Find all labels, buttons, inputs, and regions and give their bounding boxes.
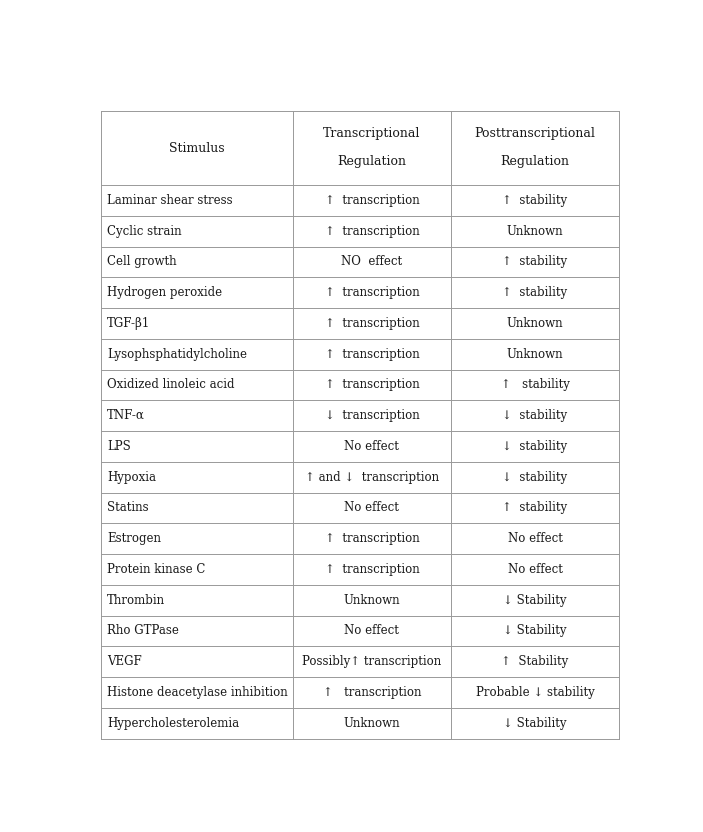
Text: ↓  stability: ↓ stability	[503, 471, 567, 483]
Text: Thrombin: Thrombin	[107, 594, 165, 607]
Text: Hypercholesterolemia: Hypercholesterolemia	[107, 716, 239, 730]
Text: Unknown: Unknown	[344, 594, 400, 607]
Text: ↑  Stability: ↑ Stability	[501, 655, 569, 668]
Text: Probable ↓ stability: Probable ↓ stability	[476, 686, 594, 699]
Text: ↑ and ↓  transcription: ↑ and ↓ transcription	[305, 471, 439, 483]
Text: ↑  transcription: ↑ transcription	[325, 532, 419, 545]
Text: Hypoxia: Hypoxia	[107, 471, 156, 483]
Text: Transcriptional: Transcriptional	[323, 127, 420, 140]
Text: Cyclic strain: Cyclic strain	[107, 225, 181, 238]
Text: ↓  stability: ↓ stability	[503, 409, 567, 422]
Text: ↑   transcription: ↑ transcription	[323, 686, 421, 699]
Text: Oxidized linoleic acid: Oxidized linoleic acid	[107, 379, 234, 391]
Text: No effect: No effect	[344, 440, 399, 453]
Text: Cell growth: Cell growth	[107, 255, 176, 269]
Text: ↑  transcription: ↑ transcription	[325, 379, 419, 391]
Text: Rho GTPase: Rho GTPase	[107, 625, 179, 637]
Text: No effect: No effect	[344, 625, 399, 637]
Text: Unknown: Unknown	[507, 225, 563, 238]
Text: NO  effect: NO effect	[342, 255, 403, 269]
Text: ↑  transcription: ↑ transcription	[325, 563, 419, 576]
Text: Hydrogen peroxide: Hydrogen peroxide	[107, 286, 222, 300]
Text: LPS: LPS	[107, 440, 131, 453]
Text: ↑  transcription: ↑ transcription	[325, 317, 419, 330]
Text: ↑  stability: ↑ stability	[503, 502, 567, 514]
Text: TNF-α: TNF-α	[107, 409, 145, 422]
Text: Stimulus: Stimulus	[169, 141, 225, 155]
Text: ↑  transcription: ↑ transcription	[325, 194, 419, 207]
Text: Estrogen: Estrogen	[107, 532, 161, 545]
Text: TGF-β1: TGF-β1	[107, 317, 150, 330]
Text: Histone deacetylase inhibition: Histone deacetylase inhibition	[107, 686, 288, 699]
Text: ↓ Stability: ↓ Stability	[503, 716, 567, 730]
Text: Posttranscriptional: Posttranscriptional	[475, 127, 595, 140]
Text: ↓  transcription: ↓ transcription	[325, 409, 419, 422]
Text: Regulation: Regulation	[501, 155, 569, 168]
Text: Unknown: Unknown	[344, 716, 400, 730]
Text: ↓ Stability: ↓ Stability	[503, 594, 567, 607]
Text: No effect: No effect	[508, 532, 562, 545]
Text: ↑  stability: ↑ stability	[503, 255, 567, 269]
Text: Laminar shear stress: Laminar shear stress	[107, 194, 233, 207]
Text: ↑  stability: ↑ stability	[503, 286, 567, 300]
Text: Regulation: Regulation	[337, 155, 406, 168]
Text: ↑  transcription: ↑ transcription	[325, 348, 419, 361]
Text: Protein kinase C: Protein kinase C	[107, 563, 205, 576]
Text: ↑  transcription: ↑ transcription	[325, 225, 419, 238]
Text: ↑  transcription: ↑ transcription	[325, 286, 419, 300]
Text: No effect: No effect	[344, 502, 399, 514]
Text: No effect: No effect	[508, 563, 562, 576]
Text: Lysophsphatidylcholine: Lysophsphatidylcholine	[107, 348, 247, 361]
Text: ↑   stability: ↑ stability	[501, 379, 569, 391]
Text: ↓ Stability: ↓ Stability	[503, 625, 567, 637]
Text: Unknown: Unknown	[507, 348, 563, 361]
Text: ↑  stability: ↑ stability	[503, 194, 567, 207]
Text: VEGF: VEGF	[107, 655, 142, 668]
Text: Statins: Statins	[107, 502, 148, 514]
Text: Unknown: Unknown	[507, 317, 563, 330]
Text: Possibly↑ transcription: Possibly↑ transcription	[302, 655, 441, 668]
Text: ↓  stability: ↓ stability	[503, 440, 567, 453]
